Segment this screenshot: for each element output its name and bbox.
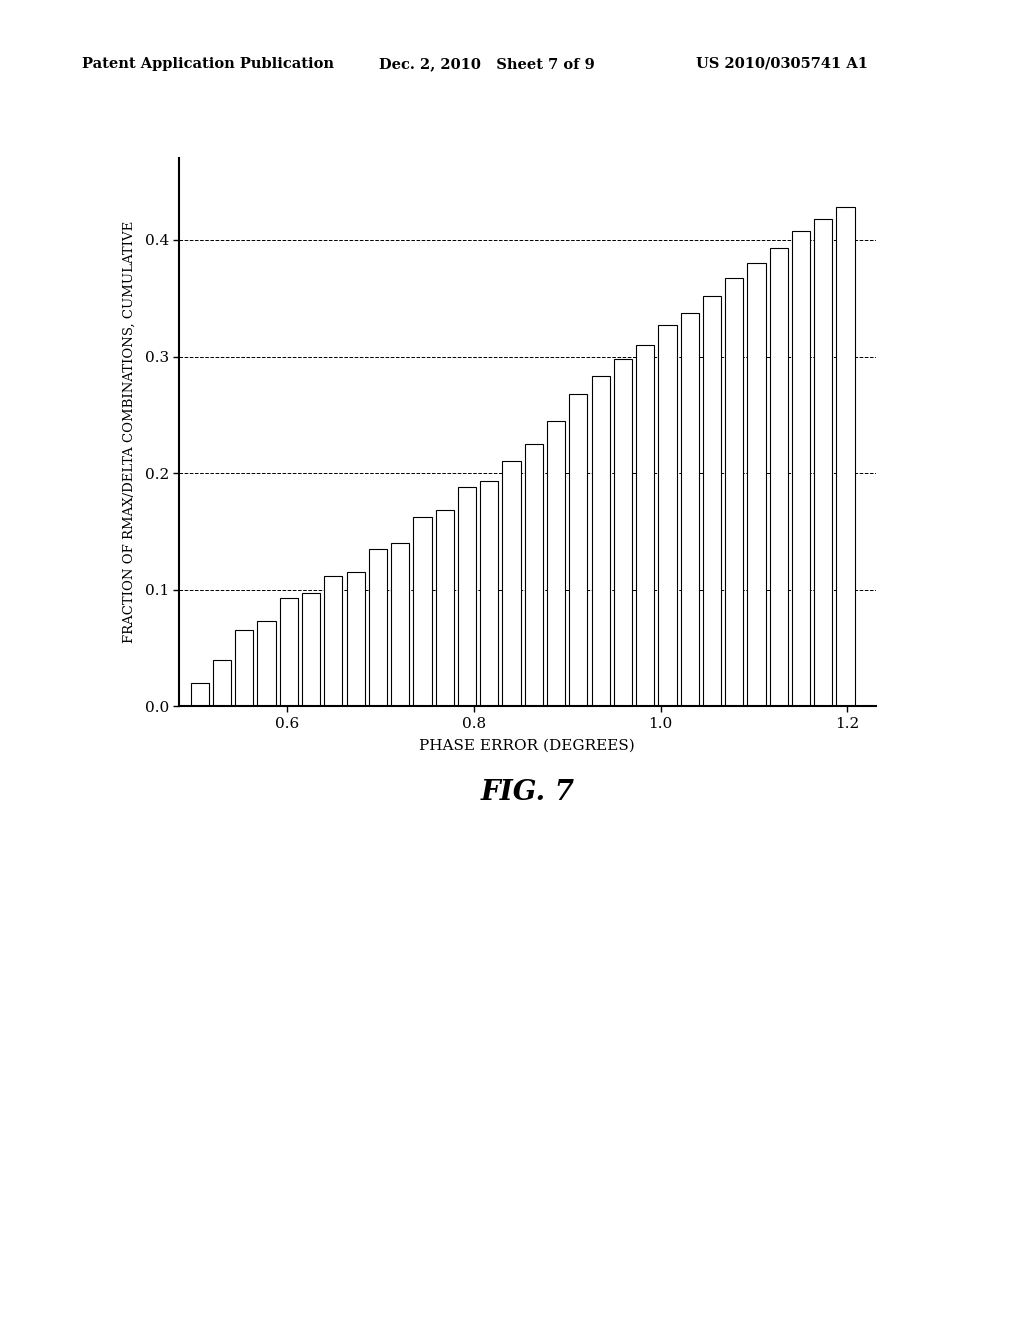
Text: Patent Application Publication: Patent Application Publication [82, 57, 334, 71]
Bar [369, 549, 387, 706]
Bar [725, 279, 743, 706]
Bar [658, 325, 677, 706]
Bar [302, 593, 321, 706]
Bar [414, 517, 431, 706]
Bar [524, 444, 543, 706]
Bar [458, 487, 476, 706]
Bar [837, 207, 855, 706]
Bar [213, 660, 231, 706]
Bar [792, 231, 810, 706]
Bar [280, 598, 298, 706]
Bar [748, 263, 766, 706]
Bar [814, 219, 833, 706]
Bar [770, 248, 787, 706]
X-axis label: PHASE ERROR (DEGREES): PHASE ERROR (DEGREES) [420, 739, 635, 752]
Bar [190, 682, 209, 706]
Bar [613, 359, 632, 706]
Bar [435, 511, 454, 706]
Y-axis label: FRACTION OF RMAX/DELTA COMBINATIONS, CUMULATIVE: FRACTION OF RMAX/DELTA COMBINATIONS, CUM… [123, 222, 136, 643]
Bar [702, 296, 721, 706]
Bar [569, 393, 588, 706]
Bar [547, 421, 565, 706]
Bar [592, 376, 609, 706]
Bar [391, 543, 410, 706]
Text: FIG. 7: FIG. 7 [480, 779, 574, 805]
Text: US 2010/0305741 A1: US 2010/0305741 A1 [696, 57, 868, 71]
Bar [325, 576, 342, 706]
Bar [346, 572, 365, 706]
Bar [681, 313, 698, 706]
Bar [480, 482, 499, 706]
Bar [636, 345, 654, 706]
Bar [236, 631, 253, 706]
Text: Dec. 2, 2010   Sheet 7 of 9: Dec. 2, 2010 Sheet 7 of 9 [379, 57, 595, 71]
Bar [503, 462, 520, 706]
Bar [257, 622, 275, 706]
